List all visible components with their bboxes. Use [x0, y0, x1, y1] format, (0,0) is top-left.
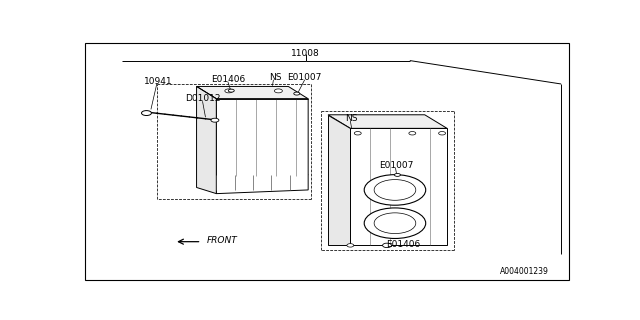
- Text: 10941: 10941: [144, 77, 173, 86]
- Circle shape: [225, 89, 233, 93]
- Text: NS: NS: [269, 73, 281, 82]
- Circle shape: [364, 175, 426, 205]
- Text: 11008: 11008: [291, 49, 320, 58]
- Polygon shape: [350, 128, 447, 245]
- Circle shape: [275, 89, 282, 93]
- Polygon shape: [216, 99, 308, 194]
- Polygon shape: [196, 86, 308, 99]
- Text: NS: NS: [346, 114, 358, 123]
- Circle shape: [383, 243, 392, 248]
- Polygon shape: [196, 86, 216, 194]
- Text: A004001239: A004001239: [500, 267, 548, 276]
- Circle shape: [347, 244, 354, 247]
- Text: E01007: E01007: [287, 73, 322, 82]
- Circle shape: [355, 132, 361, 135]
- Text: FRONT: FRONT: [207, 236, 237, 245]
- Circle shape: [211, 118, 219, 122]
- Circle shape: [294, 92, 300, 95]
- Circle shape: [409, 132, 416, 135]
- Circle shape: [438, 132, 445, 135]
- Circle shape: [141, 111, 152, 116]
- Text: E01007: E01007: [380, 161, 413, 170]
- Polygon shape: [328, 115, 350, 245]
- Text: D01012: D01012: [185, 94, 221, 103]
- Polygon shape: [328, 115, 447, 128]
- Circle shape: [364, 208, 426, 238]
- Circle shape: [394, 173, 401, 176]
- Text: E01406: E01406: [387, 240, 420, 249]
- Circle shape: [228, 89, 234, 92]
- Circle shape: [374, 213, 416, 234]
- Circle shape: [374, 180, 416, 200]
- Text: E01406: E01406: [211, 75, 245, 84]
